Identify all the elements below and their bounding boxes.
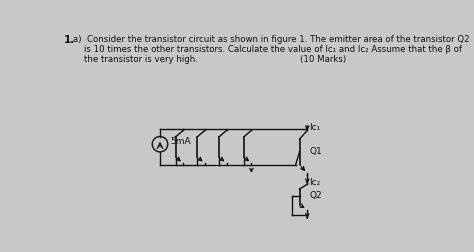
Text: (10 Marks): (10 Marks) (300, 55, 346, 64)
Text: is 10 times the other transistors. Calculate the value of Ic₁ and Ic₂ Assume tha: is 10 times the other transistors. Calcu… (73, 45, 462, 54)
Text: the transistor is very high.: the transistor is very high. (73, 55, 198, 64)
Text: 1.: 1. (64, 35, 75, 45)
Text: Ic₂: Ic₂ (310, 178, 321, 187)
Text: 5mA: 5mA (170, 137, 191, 146)
Text: a)  Consider the transistor circuit as shown in figure 1. The emitter area of th: a) Consider the transistor circuit as sh… (73, 35, 470, 44)
Text: Q2: Q2 (310, 191, 322, 200)
Text: Ic₁: Ic₁ (310, 123, 321, 132)
Text: Q1: Q1 (310, 147, 322, 156)
